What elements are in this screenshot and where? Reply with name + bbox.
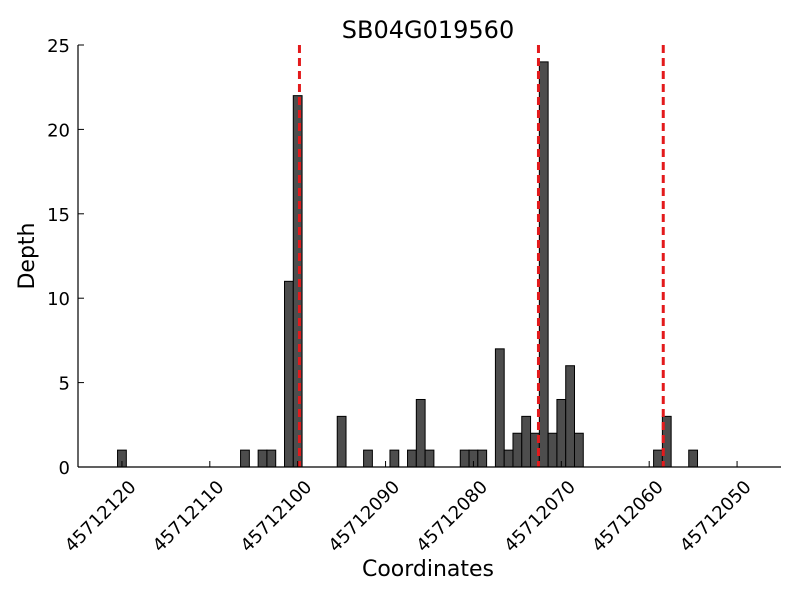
bar-45712079 <box>477 449 488 468</box>
bar-45712068 <box>573 432 584 468</box>
chart-title: SB04G019560 <box>342 16 514 44</box>
y-tick-label: 0 <box>59 458 70 479</box>
y-tick-label: 10 <box>47 289 70 310</box>
x-tick-label: 45712070 <box>500 477 580 557</box>
y-ticks: 0 5 10 15 20 25 <box>47 36 84 479</box>
bar-45712103 <box>266 449 277 468</box>
bar-45712069 <box>565 365 576 468</box>
x-tick-label: 45712120 <box>61 477 141 557</box>
y-tick-label: 20 <box>47 120 70 141</box>
reference-lines <box>297 45 665 467</box>
y-tick-label: 25 <box>47 36 70 57</box>
bar-45712089 <box>389 449 400 468</box>
bar-45712085 <box>424 449 435 468</box>
bars-layer <box>117 61 699 468</box>
bar-45712101 <box>284 280 294 468</box>
x-tick-label: 45712110 <box>149 477 229 557</box>
bar-45712070 <box>556 398 567 468</box>
axes <box>77 45 781 468</box>
bar-45712071 <box>547 432 558 468</box>
x-tick-label: 45712090 <box>325 477 405 557</box>
x-axis-label: Coordinates <box>362 557 494 582</box>
bar-45712081 <box>459 449 470 468</box>
bar-45712059 <box>653 449 663 468</box>
y-tick-label: 15 <box>47 205 70 226</box>
x-tick-label: 45712050 <box>676 477 756 557</box>
bar-45712072 <box>538 61 549 468</box>
bar-45712087 <box>407 449 417 468</box>
bar-45712076 <box>503 449 514 468</box>
bar-45712055 <box>688 449 699 468</box>
bar-45712074 <box>521 415 532 468</box>
x-ticks: 45712120 45712110 45712100 45712090 45712080… <box>61 461 756 556</box>
bar-45712077 <box>494 348 505 468</box>
bar-45712095 <box>336 415 347 468</box>
x-tick-label: 45712060 <box>588 477 668 557</box>
x-tick-label: 45712100 <box>237 477 317 557</box>
bar-45712086 <box>415 398 426 468</box>
bar-45712104 <box>257 449 268 468</box>
bar-45712106 <box>240 449 250 468</box>
y-axis-label: Depth <box>15 222 40 289</box>
bar-45712075 <box>512 432 523 468</box>
y-tick-label: 5 <box>59 374 70 395</box>
bar-45712092 <box>363 449 373 468</box>
x-tick-label: 45712080 <box>412 477 492 557</box>
